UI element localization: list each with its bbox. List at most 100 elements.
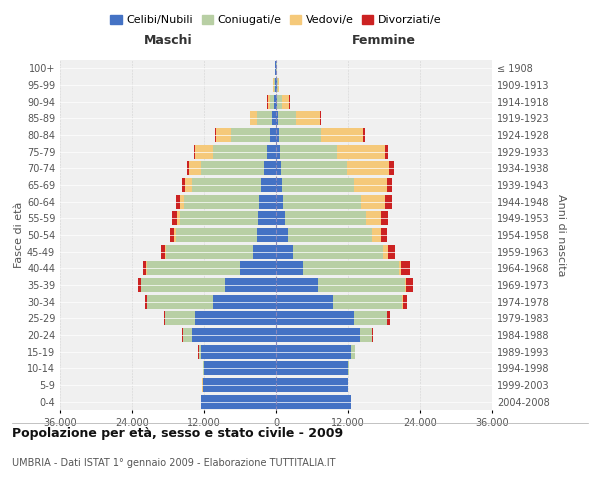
Bar	[285, 211, 366, 226]
Bar	[201, 394, 276, 409]
Bar	[258, 211, 276, 226]
Bar	[184, 194, 259, 209]
Bar	[276, 162, 281, 175]
Bar	[276, 311, 354, 326]
Bar	[372, 228, 381, 242]
Bar	[276, 278, 318, 292]
Bar	[231, 128, 270, 142]
Text: Popolazione per età, sesso e stato civile - 2009: Popolazione per età, sesso e stato civil…	[12, 428, 343, 440]
Bar	[161, 244, 165, 259]
Bar	[268, 94, 270, 109]
Bar	[387, 178, 392, 192]
Bar	[213, 294, 276, 308]
Bar	[366, 211, 381, 226]
Bar	[385, 194, 392, 209]
Bar	[385, 144, 388, 159]
Bar	[176, 228, 257, 242]
Bar	[276, 394, 351, 409]
Bar	[405, 278, 406, 292]
Bar	[276, 294, 333, 308]
Bar	[192, 328, 276, 342]
Bar	[296, 112, 320, 126]
Bar	[278, 112, 296, 126]
Bar	[402, 294, 403, 308]
Bar	[165, 244, 166, 259]
Bar	[201, 344, 276, 359]
Bar	[283, 194, 361, 209]
Bar	[141, 278, 225, 292]
Bar	[372, 328, 373, 342]
Bar	[303, 261, 399, 276]
Y-axis label: Fasce di età: Fasce di età	[14, 202, 24, 268]
Y-axis label: Anni di nascita: Anni di nascita	[556, 194, 566, 276]
Bar	[279, 128, 321, 142]
Bar	[276, 344, 351, 359]
Bar	[351, 344, 355, 359]
Bar	[164, 311, 165, 326]
Bar	[276, 144, 280, 159]
Bar	[199, 344, 201, 359]
Text: Maschi: Maschi	[143, 34, 193, 46]
Bar	[261, 178, 276, 192]
Bar	[203, 378, 276, 392]
Bar	[276, 361, 348, 376]
Bar	[354, 178, 387, 192]
Bar	[185, 178, 192, 192]
Bar	[354, 311, 387, 326]
Bar	[195, 144, 213, 159]
Bar	[143, 261, 146, 276]
Bar	[183, 328, 192, 342]
Bar	[275, 62, 276, 76]
Bar	[280, 144, 337, 159]
Bar	[147, 294, 213, 308]
Bar	[276, 378, 348, 392]
Bar	[194, 144, 195, 159]
Bar	[348, 361, 349, 376]
Bar	[272, 112, 276, 126]
Bar	[192, 178, 261, 192]
Bar	[170, 228, 174, 242]
Bar	[293, 244, 383, 259]
Bar	[361, 194, 385, 209]
Bar	[276, 211, 285, 226]
Bar	[145, 294, 147, 308]
Bar	[275, 78, 276, 92]
Bar	[180, 194, 184, 209]
Bar	[399, 261, 401, 276]
Bar	[282, 94, 289, 109]
Bar	[276, 128, 279, 142]
Legend: Celibi/Nubili, Coniugati/e, Vedovi/e, Divorziati/e: Celibi/Nubili, Coniugati/e, Vedovi/e, Di…	[106, 10, 446, 30]
Bar	[347, 162, 389, 175]
Bar	[182, 178, 185, 192]
Bar	[276, 244, 293, 259]
Bar	[267, 144, 276, 159]
Bar	[172, 211, 177, 226]
Bar	[276, 78, 277, 92]
Text: Femmine: Femmine	[352, 34, 416, 46]
Bar	[274, 94, 276, 109]
Bar	[383, 244, 388, 259]
Bar	[204, 361, 276, 376]
Bar	[215, 128, 216, 142]
Bar	[276, 94, 277, 109]
Bar	[276, 328, 360, 342]
Bar	[389, 162, 394, 175]
Bar	[276, 178, 282, 192]
Bar	[403, 294, 407, 308]
Bar	[273, 78, 274, 92]
Bar	[187, 162, 189, 175]
Bar	[381, 211, 388, 226]
Bar	[189, 162, 201, 175]
Bar	[195, 311, 276, 326]
Bar	[257, 112, 272, 126]
Bar	[250, 112, 257, 126]
Bar	[216, 128, 231, 142]
Bar	[337, 144, 385, 159]
Bar	[259, 194, 276, 209]
Bar	[333, 294, 402, 308]
Bar	[240, 261, 276, 276]
Bar	[201, 162, 264, 175]
Bar	[176, 194, 180, 209]
Bar	[278, 78, 280, 92]
Bar	[276, 194, 283, 209]
